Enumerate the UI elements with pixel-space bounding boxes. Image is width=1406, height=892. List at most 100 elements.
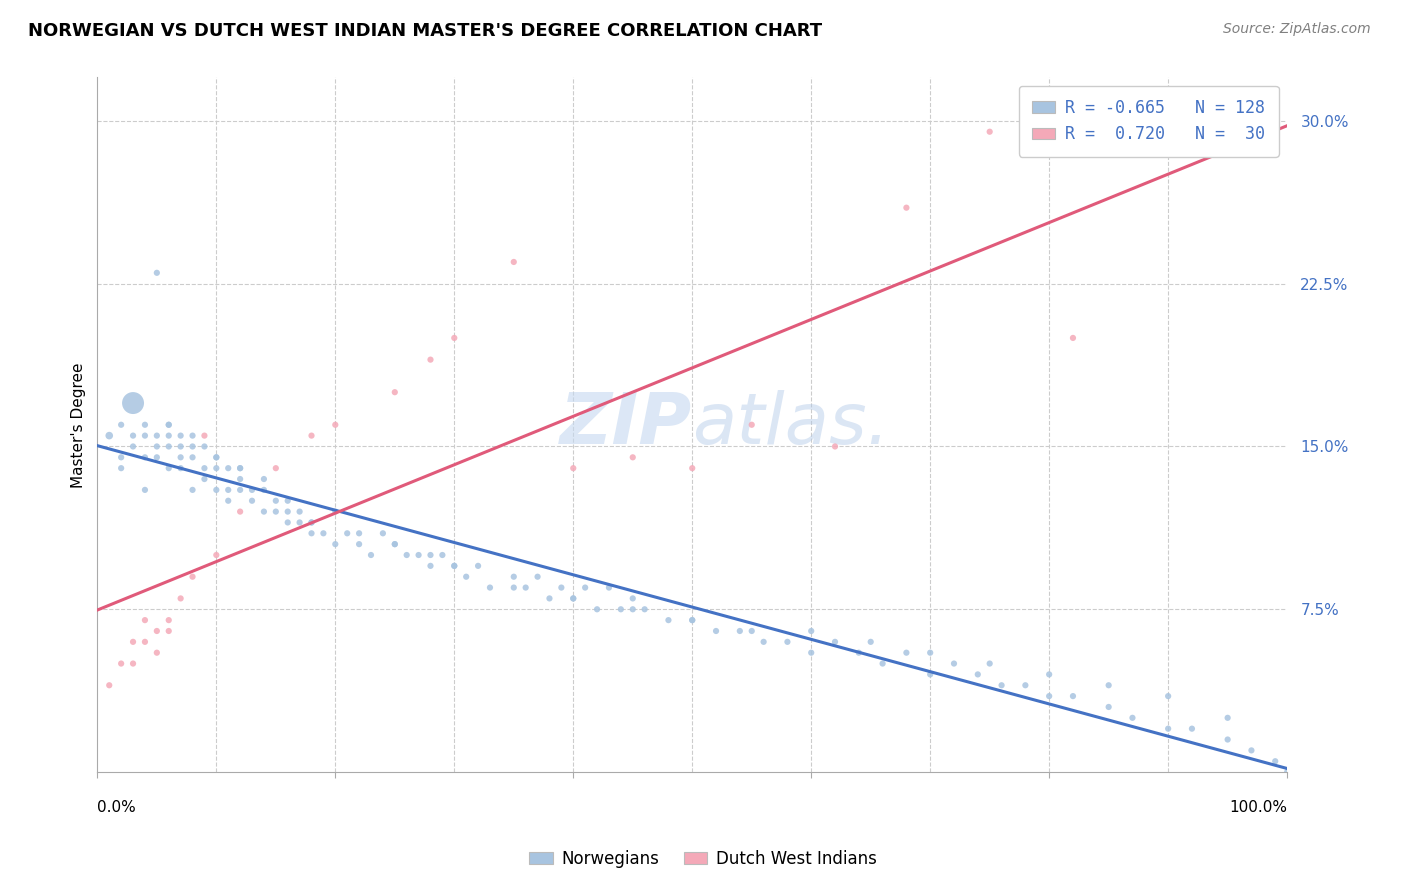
- Point: [229, 461, 252, 475]
- Point: [432, 548, 454, 562]
- Point: [1038, 667, 1060, 681]
- Point: [384, 385, 406, 400]
- Point: [122, 635, 145, 649]
- Point: [157, 417, 180, 432]
- Point: [443, 558, 465, 573]
- Point: [741, 417, 763, 432]
- Point: [408, 548, 430, 562]
- Point: [872, 657, 894, 671]
- Point: [288, 516, 311, 530]
- Point: [253, 472, 276, 486]
- Point: [157, 417, 180, 432]
- Point: [502, 581, 524, 595]
- Point: [347, 537, 370, 551]
- Point: [384, 537, 406, 551]
- Point: [277, 516, 299, 530]
- Point: [110, 657, 132, 671]
- Point: [301, 516, 323, 530]
- Point: [1157, 722, 1180, 736]
- Point: [752, 635, 775, 649]
- Point: [1014, 678, 1036, 692]
- Point: [456, 570, 478, 584]
- Point: [181, 440, 204, 454]
- Point: [920, 667, 942, 681]
- Point: [146, 428, 169, 442]
- Point: [229, 505, 252, 519]
- Point: [193, 461, 215, 475]
- Point: [205, 461, 228, 475]
- Point: [229, 472, 252, 486]
- Point: [550, 581, 572, 595]
- Point: [704, 624, 727, 638]
- Point: [443, 558, 465, 573]
- Point: [979, 657, 1001, 671]
- Point: [146, 450, 169, 465]
- Point: [312, 526, 335, 541]
- Point: [1216, 732, 1239, 747]
- Point: [264, 461, 287, 475]
- Point: [502, 255, 524, 269]
- Point: [800, 624, 823, 638]
- Point: [621, 591, 644, 606]
- Text: atlas.: atlas.: [692, 391, 890, 459]
- Point: [1121, 711, 1143, 725]
- Point: [169, 461, 191, 475]
- Point: [157, 461, 180, 475]
- Text: 0.0%: 0.0%: [97, 800, 136, 815]
- Point: [419, 548, 441, 562]
- Point: [1157, 689, 1180, 703]
- Point: [478, 581, 501, 595]
- Point: [633, 602, 655, 616]
- Point: [515, 581, 537, 595]
- Point: [896, 646, 918, 660]
- Point: [502, 570, 524, 584]
- Point: [1240, 743, 1263, 757]
- Point: [205, 548, 228, 562]
- Point: [741, 624, 763, 638]
- Point: [896, 201, 918, 215]
- Point: [966, 667, 988, 681]
- Point: [157, 440, 180, 454]
- Point: [538, 591, 561, 606]
- Point: [848, 646, 870, 660]
- Point: [323, 537, 346, 551]
- Point: [979, 125, 1001, 139]
- Point: [1062, 689, 1084, 703]
- Point: [193, 472, 215, 486]
- Point: [1216, 711, 1239, 725]
- Point: [253, 505, 276, 519]
- Point: [323, 505, 346, 519]
- Legend: R = -0.665   N = 128, R =  0.720   N =  30: R = -0.665 N = 128, R = 0.720 N = 30: [1019, 86, 1279, 157]
- Point: [122, 440, 145, 454]
- Point: [134, 450, 156, 465]
- Point: [277, 493, 299, 508]
- Point: [1098, 700, 1121, 714]
- Point: [146, 266, 169, 280]
- Point: [98, 678, 121, 692]
- Point: [169, 450, 191, 465]
- Point: [657, 613, 679, 627]
- Point: [217, 483, 239, 497]
- Point: [610, 602, 633, 616]
- Point: [157, 613, 180, 627]
- Point: [217, 461, 239, 475]
- Point: [264, 493, 287, 508]
- Point: [229, 461, 252, 475]
- Point: [169, 440, 191, 454]
- Point: [360, 548, 382, 562]
- Point: [110, 417, 132, 432]
- Point: [146, 440, 169, 454]
- Point: [134, 428, 156, 442]
- Point: [110, 461, 132, 475]
- Point: [1038, 689, 1060, 703]
- Point: [562, 591, 585, 606]
- Point: [134, 483, 156, 497]
- Point: [467, 558, 489, 573]
- Point: [562, 461, 585, 475]
- Point: [1264, 754, 1286, 768]
- Point: [240, 483, 263, 497]
- Point: [681, 461, 703, 475]
- Point: [776, 635, 799, 649]
- Text: Source: ZipAtlas.com: Source: ZipAtlas.com: [1223, 22, 1371, 37]
- Point: [943, 657, 966, 671]
